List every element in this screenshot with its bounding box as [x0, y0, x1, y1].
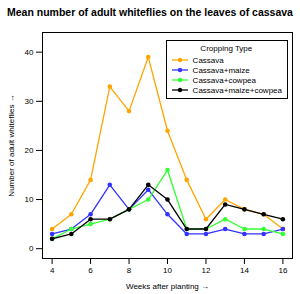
svg-text:4: 4 — [50, 266, 55, 275]
html-text:Cropping Type: Cropping Type — [200, 44, 253, 53]
svg-text:12: 12 — [202, 266, 211, 275]
svg-text:40: 40 — [25, 48, 34, 57]
svg-text:6: 6 — [88, 266, 93, 275]
svg-text:0: 0 — [29, 244, 34, 253]
svg-text:Number of adult whiteflies →: Number of adult whiteflies → — [7, 94, 16, 196]
svg-text:14: 14 — [240, 266, 249, 275]
html-text:Mean number of adult whiteflie: Mean number of adult whiteflies on the l… — [7, 6, 293, 18]
html-text:Cassava+cowpea: Cassava+cowpea — [192, 75, 256, 85]
svg-text:16: 16 — [278, 266, 287, 275]
html-text:Cassava: Cassava — [192, 55, 224, 65]
svg-text:20: 20 — [25, 146, 34, 155]
svg-text:10: 10 — [163, 266, 172, 275]
svg-text:Weeks after planting →: Weeks after planting → — [126, 282, 209, 291]
html-text:Cassava+maize: Cassava+maize — [192, 65, 250, 75]
svg-text:10: 10 — [25, 195, 34, 204]
svg-text:8: 8 — [127, 266, 132, 275]
svg-text:30: 30 — [25, 97, 34, 106]
html-text:Cassava+maize+cowpea: Cassava+maize+cowpea — [192, 85, 282, 95]
